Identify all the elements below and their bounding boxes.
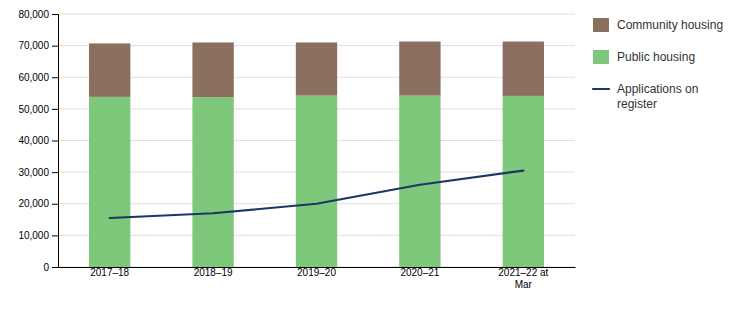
x-axis: 2017–18 2018–19 2019–20 2020–21 2021–22 atMa… [59,267,576,290]
y-tick-mark [52,235,58,236]
bar [296,96,337,267]
x-tick-label-line: Mar [515,279,533,290]
y-tick: 0 [43,262,58,273]
y-tick-mark [52,204,58,205]
y-tick-mark [52,14,58,15]
legend-swatch [593,50,609,64]
y-tick-label: 80,000 [18,9,49,20]
x-tick-label-line: 2020–21 [400,267,439,278]
chart-svg: 0 10,000 20,000 30,000 40,000 50,000 60,000 70,… [0,0,750,313]
bar [89,43,130,96]
x-tick-label-line: 2019–20 [297,267,336,278]
y-tick-mark [52,267,58,268]
bar [89,97,130,267]
y-tick: 60,000 [18,72,58,83]
grid-line [58,14,575,15]
x-tick-label: 2019–20 [297,267,336,278]
x-tick-label: 2021–22 atMar [498,267,548,290]
legend-label: Public housing [617,50,695,64]
x-tick: 2021–22 atMar [498,267,548,290]
legend-label-line: Applications on [617,82,698,96]
legend-label-line: Community housing [617,18,723,32]
y-tick: 40,000 [18,135,58,146]
legend-label-line: register [617,97,657,111]
y-tick-label: 60,000 [18,72,49,83]
y-tick-label: 0 [43,262,49,273]
bar [399,42,440,96]
bar [296,42,337,95]
x-tick-label: 2020–21 [400,267,439,278]
x-tick-label: 2018–19 [194,267,233,278]
y-tick-label: 70,000 [18,40,49,51]
bar-series [89,96,544,267]
y-tick: 70,000 [18,40,58,51]
bar [503,42,544,96]
legend-label-line: Public housing [617,50,695,64]
legend-item: Applications onregister [593,82,698,110]
x-tick-label-line: 2021–22 at [498,267,548,278]
y-tick-label: 30,000 [18,167,49,178]
plot-area: 0 10,000 20,000 30,000 40,000 50,000 60,000 70,… [18,9,575,290]
y-tick-mark [52,141,58,142]
legend: Community housing Public housing Applicati… [593,18,723,111]
y-tick-mark [52,172,58,173]
bar-series [89,42,544,98]
legend-swatch [593,88,609,90]
y-tick-mark [52,77,58,78]
chart-container: 0 10,000 20,000 30,000 40,000 50,000 60,000 70,… [0,0,750,313]
y-tick: 50,000 [18,104,58,115]
legend-item: Community housing [593,18,723,32]
y-tick-label: 50,000 [18,104,49,115]
x-tick: 2018–19 [194,267,233,278]
bar [503,96,544,267]
x-tick-label-line: 2018–19 [194,267,233,278]
grid [58,14,575,267]
y-tick: 20,000 [18,198,58,209]
marks [89,42,544,267]
y-tick: 10,000 [18,230,58,241]
y-tick-label: 20,000 [18,198,49,209]
x-tick-label-line: 2017–18 [90,267,129,278]
y-axis-line [52,15,59,268]
legend-swatch [593,18,609,32]
bars [89,42,544,267]
bar [399,96,440,267]
legend-label: Community housing [617,18,723,32]
y-tick-label: 40,000 [18,135,49,146]
x-tick: 2017–18 [90,267,129,278]
x-tick: 2020–21 [400,267,439,278]
y-tick: 80,000 [18,9,58,20]
x-tick-label: 2017–18 [90,267,129,278]
y-tick-label: 10,000 [18,230,49,241]
legend-label: Applications onregister [617,82,698,110]
bar [192,42,233,97]
y-tick-mark [52,109,58,110]
legend-item: Public housing [593,50,695,64]
x-tick: 2019–20 [297,267,336,278]
line [110,171,524,218]
bar [192,97,233,267]
y-axis: 0 10,000 20,000 30,000 40,000 50,000 60,000 70,… [18,9,58,273]
y-tick-mark [52,46,58,47]
y-tick: 30,000 [18,167,58,178]
